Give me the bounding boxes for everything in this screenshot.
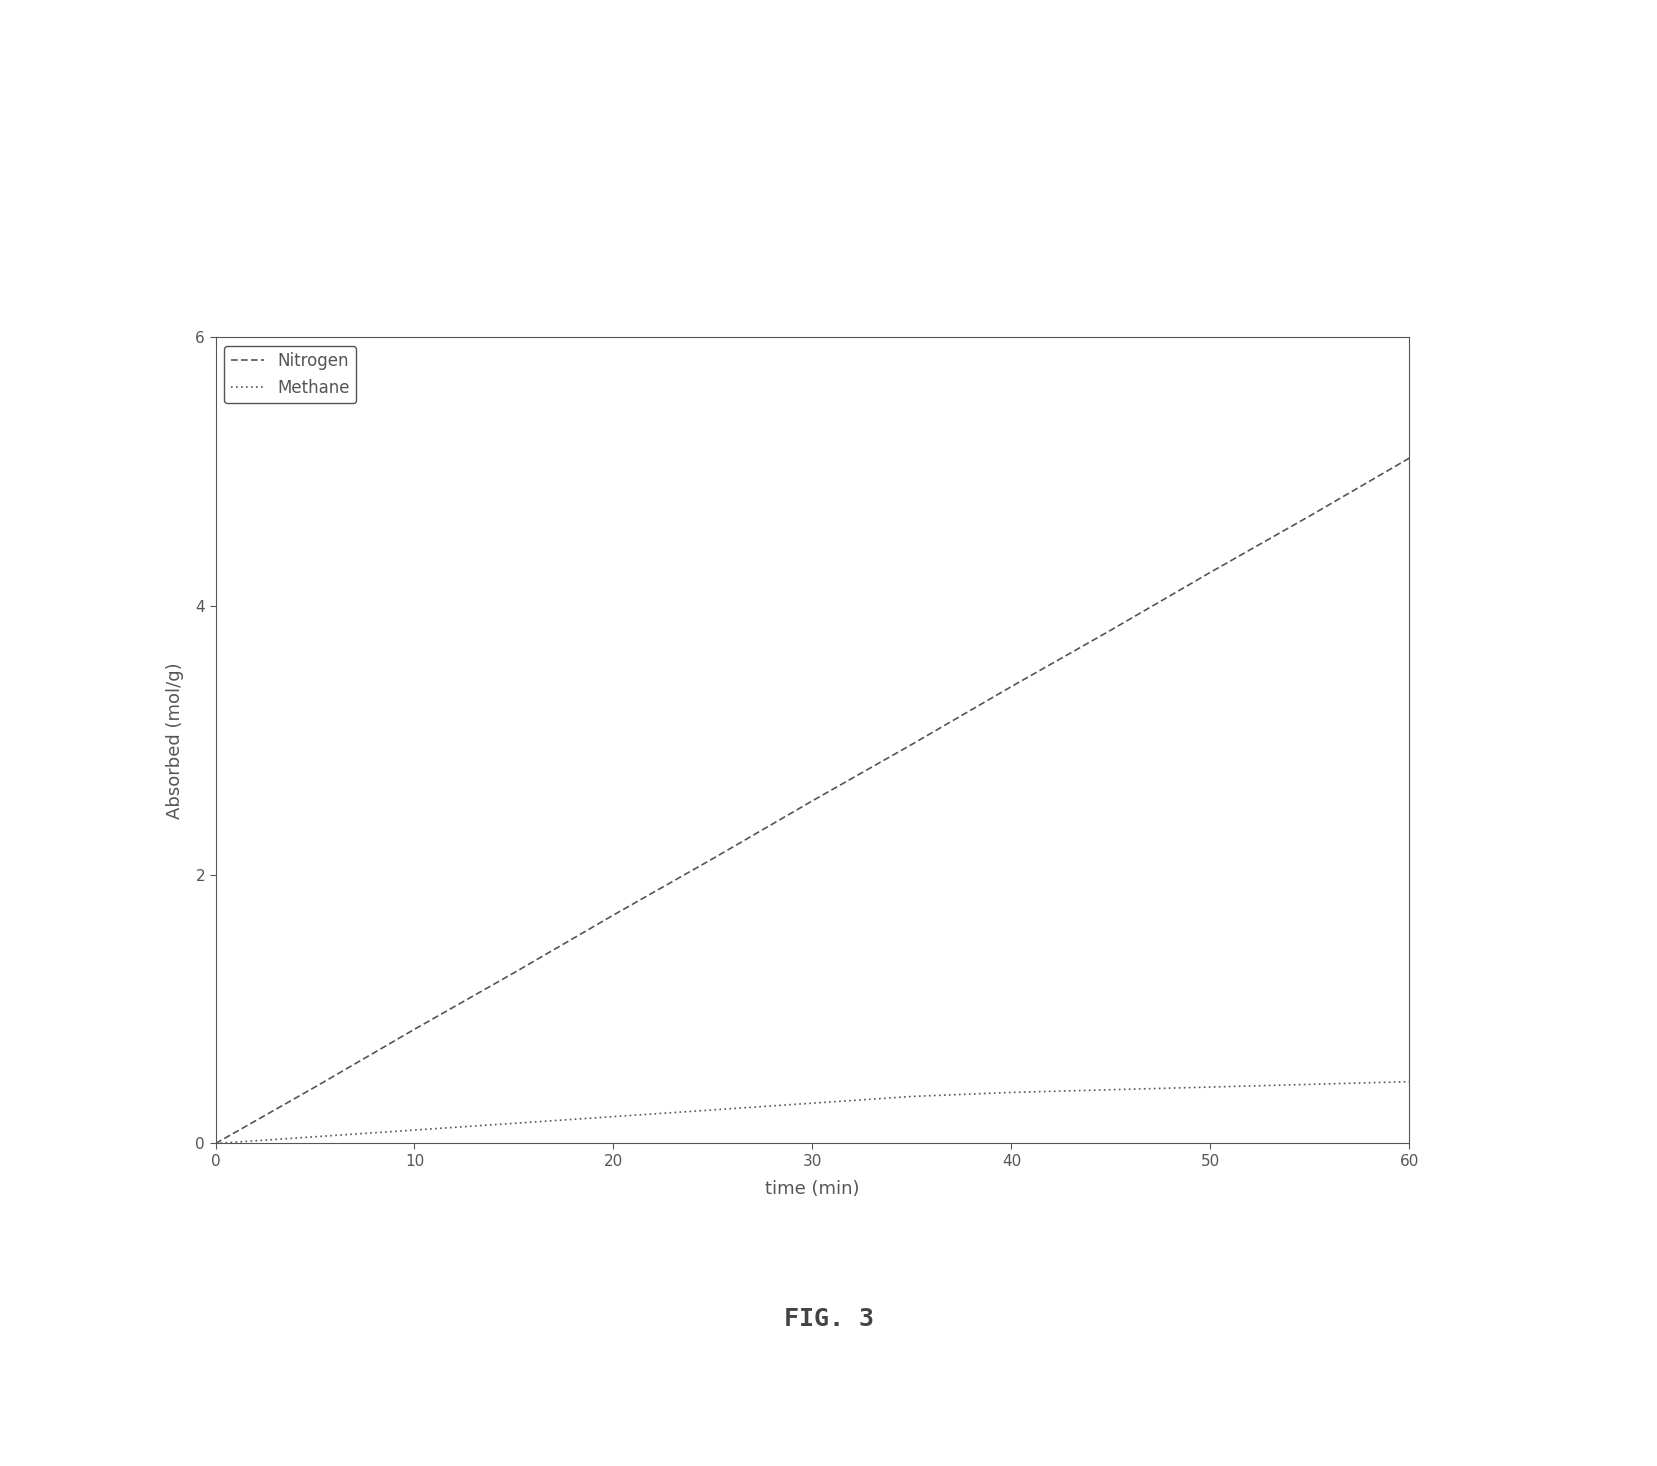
Y-axis label: Absorbed (mol/g): Absorbed (mol/g) bbox=[166, 663, 184, 818]
Methane bbox=[802, 1094, 822, 1111]
Methane bbox=[603, 1108, 623, 1126]
Nitrogen bbox=[1200, 563, 1220, 581]
Nitrogen bbox=[1100, 622, 1120, 639]
Methane bbox=[205, 1135, 225, 1152]
Nitrogen bbox=[1399, 450, 1418, 468]
Nitrogen bbox=[1299, 507, 1319, 525]
Methane bbox=[1200, 1079, 1220, 1097]
Methane bbox=[305, 1127, 325, 1145]
Methane bbox=[504, 1114, 524, 1132]
Methane bbox=[1100, 1080, 1120, 1098]
Methane bbox=[1399, 1073, 1418, 1091]
Nitrogen bbox=[603, 906, 623, 924]
Nitrogen bbox=[802, 792, 822, 809]
Nitrogen bbox=[404, 1020, 424, 1038]
Nitrogen bbox=[205, 1135, 225, 1152]
Text: FIG. 3: FIG. 3 bbox=[784, 1308, 873, 1331]
Nitrogen bbox=[504, 965, 524, 982]
Methane bbox=[1299, 1076, 1319, 1094]
Nitrogen bbox=[1001, 677, 1021, 695]
Nitrogen bbox=[703, 850, 722, 868]
Methane bbox=[1001, 1083, 1021, 1101]
X-axis label: time (min): time (min) bbox=[766, 1180, 858, 1198]
Line: Methane: Methane bbox=[215, 1082, 1408, 1143]
Legend: Nitrogen, Methane: Nitrogen, Methane bbox=[224, 346, 356, 403]
Methane bbox=[901, 1088, 921, 1105]
Nitrogen bbox=[901, 736, 921, 754]
Line: Nitrogen: Nitrogen bbox=[215, 459, 1408, 1143]
Nitrogen bbox=[305, 1079, 325, 1097]
Methane bbox=[404, 1121, 424, 1139]
Methane bbox=[703, 1101, 722, 1119]
